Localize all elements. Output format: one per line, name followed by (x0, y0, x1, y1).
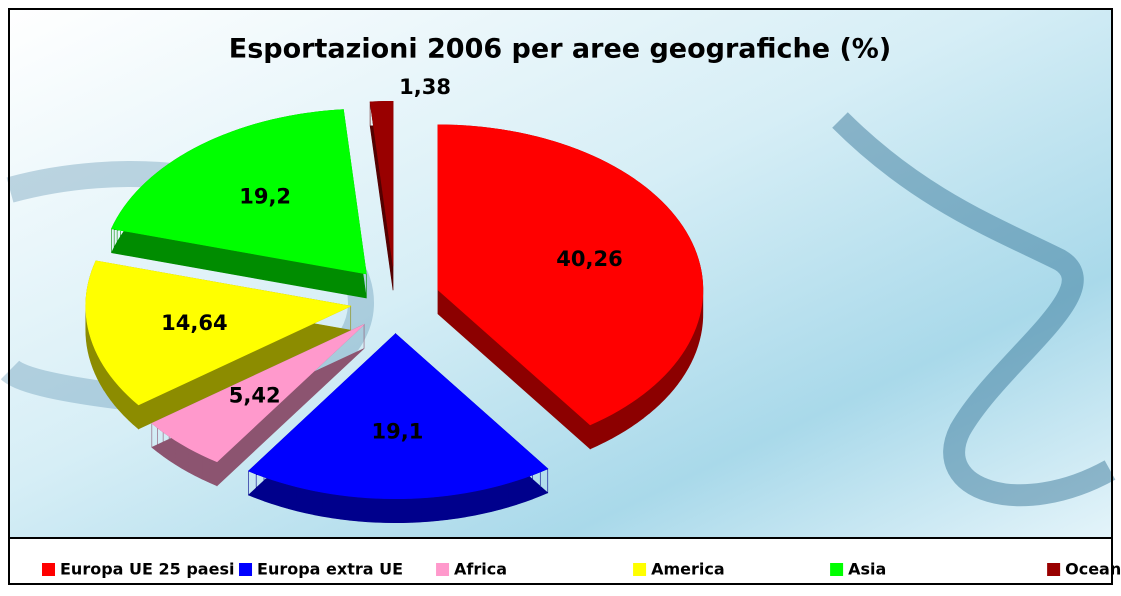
legend-swatch (239, 563, 252, 576)
legend-swatch (1047, 563, 1060, 576)
legend-label: Asia (848, 560, 886, 579)
legend-label: Europa extra UE (257, 560, 403, 579)
chart-title: Esportazioni 2006 per aree geografiche (… (229, 34, 891, 65)
data-label: 40,26 (556, 247, 622, 271)
legend-label: America (651, 560, 725, 579)
data-label: 1,38 (399, 75, 451, 99)
data-label: 19,2 (239, 185, 291, 209)
legend-swatch (436, 563, 449, 576)
legend-label: Africa (454, 560, 507, 579)
legend-label: Europa UE 25 paesi (60, 560, 234, 579)
data-label: 5,42 (229, 383, 281, 407)
chart: Esportazioni 2006 per aree geografiche (… (0, 0, 1121, 592)
data-label: 19,1 (372, 420, 424, 444)
legend-label: Oceania (1065, 560, 1121, 579)
legend-swatch (633, 563, 646, 576)
legend-swatch (830, 563, 843, 576)
legend-swatch (42, 563, 55, 576)
data-label: 14,64 (161, 311, 227, 335)
